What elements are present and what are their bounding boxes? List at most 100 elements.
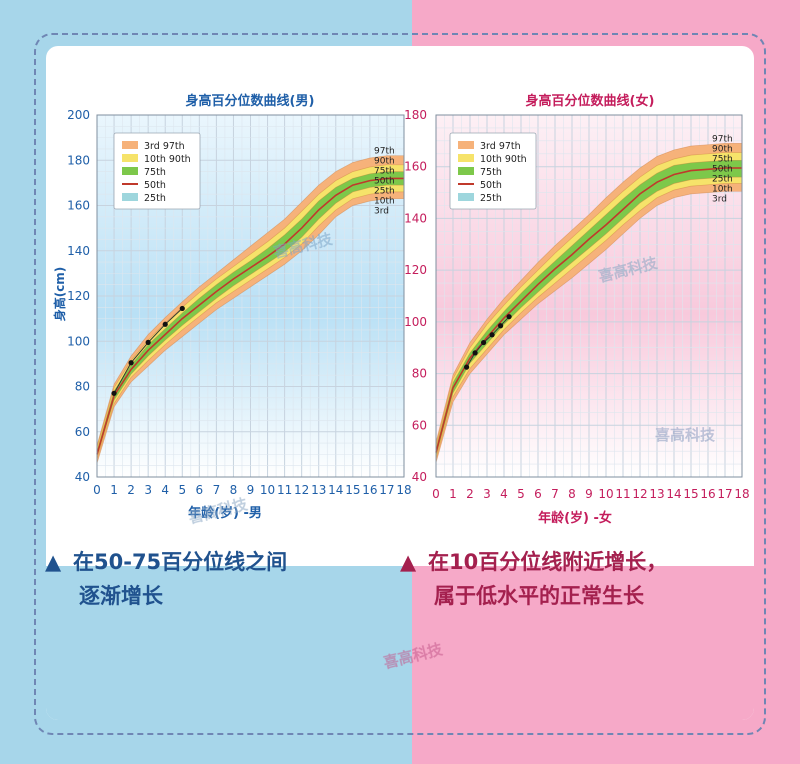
girl-percentile-lines	[435, 143, 742, 463]
legend-label: 10th 90th	[144, 154, 191, 165]
boy-caption: ▲ 在50-75百分位线之间 逐渐增长	[45, 545, 287, 613]
curve-90th	[435, 152, 742, 447]
percentile-label-10th: 10th	[374, 197, 395, 207]
y-tick-label: 160	[67, 199, 90, 213]
boy-chart-title: 身高百分位数曲线(男)	[186, 93, 315, 109]
curve-97th	[96, 155, 404, 446]
x-tick-label: 5	[178, 483, 186, 497]
percentile-label-90th: 90th	[374, 157, 395, 167]
percentile-label-97th: 97th	[374, 147, 395, 157]
legend-label: 10th 90th	[480, 154, 527, 165]
girl-y-ticks: 40 60 80 100 120 140 160 180	[404, 108, 427, 484]
y-tick-label: 80	[412, 367, 427, 381]
y-tick-label: 60	[75, 425, 90, 439]
percentile-label-97th: 97th	[712, 134, 733, 144]
y-tick-label: 40	[412, 470, 427, 484]
x-tick-label: 12	[632, 487, 647, 501]
triangle-bullet-icon: ▲	[45, 550, 62, 574]
x-tick-label: 18	[396, 483, 411, 497]
curve-50th	[96, 177, 404, 455]
y-tick-label: 160	[404, 160, 427, 174]
boy-x-ticks: 0 1 2 3 4 5 6 7 8 9 10 11 12 13 14 15 16 17 18	[93, 483, 411, 497]
measurement-point	[464, 364, 470, 370]
band-10th-90th	[436, 152, 742, 459]
legend-label: 50th	[144, 180, 166, 191]
legend-label: 3rd 97th	[480, 141, 521, 152]
boy-plot-border	[96, 114, 405, 478]
dashed-frame	[34, 33, 766, 735]
legend-swatch	[122, 193, 138, 201]
curve-97th	[435, 143, 742, 443]
measurement-point	[145, 339, 151, 345]
percentile-label-25th: 25th	[374, 187, 395, 197]
girl-plot-border	[435, 114, 743, 478]
x-tick-label: 12	[294, 483, 309, 497]
curve-25th	[96, 184, 404, 457]
x-tick-label: 9	[585, 487, 593, 501]
boy-y-axis-label: 身高(cm)	[52, 267, 67, 322]
measurement-point	[498, 323, 504, 329]
x-tick-label: 4	[161, 483, 169, 497]
boy-percentile-bands	[97, 155, 404, 464]
y-tick-label: 100	[404, 315, 427, 329]
girl-measurements	[464, 314, 512, 370]
measurement-point	[162, 321, 168, 327]
girl-legend: 3rd 97th 10th 90th 75th 50th 25th	[449, 132, 537, 210]
x-tick-label: 1	[449, 487, 457, 501]
curve-10th	[96, 191, 404, 460]
measurement-point	[128, 360, 134, 366]
x-tick-label: 10	[260, 483, 275, 497]
y-tick-label: 80	[75, 380, 90, 394]
girl-caption-line2: 属于低水平的正常生长	[434, 584, 644, 608]
percentile-label-50th: 50th	[374, 177, 395, 187]
percentile-label-10th: 10th	[712, 184, 733, 194]
x-tick-label: 15	[683, 487, 698, 501]
x-tick-label: 16	[700, 487, 715, 501]
percentile-label-3rd: 3rd	[712, 194, 727, 204]
percentile-label-25th: 25th	[712, 174, 733, 184]
curve-75th	[435, 159, 742, 449]
measurement-point	[481, 339, 487, 346]
percentile-label-75th: 75th	[712, 154, 733, 164]
legend-box	[449, 132, 537, 210]
legend-label: 25th	[480, 193, 502, 204]
x-tick-label: 2	[127, 483, 135, 497]
girl-caption: ▲ 在10百分位线附近增长， 属于低水平的正常生长	[400, 545, 667, 613]
legend-swatch	[458, 193, 474, 201]
legend-label: 75th	[480, 167, 502, 178]
y-tick-label: 120	[404, 263, 427, 277]
x-tick-label: 9	[247, 483, 255, 497]
y-tick-label: 200	[67, 108, 90, 122]
boy-measurements	[111, 305, 185, 396]
percentile-label-75th: 75th	[374, 167, 395, 177]
x-tick-label: 4	[500, 487, 508, 501]
legend-box	[113, 132, 201, 210]
x-tick-label: 16	[362, 483, 377, 497]
legend-swatch	[458, 141, 474, 149]
boy-caption-line2: 逐渐增长	[79, 584, 163, 608]
legend-label: 50th	[480, 180, 502, 191]
x-tick-label: 17	[717, 487, 732, 501]
girl-x-ticks: 0 1 2 3 4 5 6 7 8 9 10 11 12 13 14 15 16 17 18	[432, 487, 749, 501]
legend-swatch	[458, 154, 474, 162]
y-tick-label: 140	[404, 211, 427, 225]
x-tick-label: 14	[666, 487, 681, 501]
y-tick-label: 120	[67, 289, 90, 303]
y-tick-label: 180	[67, 153, 90, 167]
percentile-label-50th: 50th	[712, 164, 733, 174]
legend-swatch	[458, 167, 474, 175]
boy-legend: 3rd 97th 10th 90th 75th 50th 25th	[113, 132, 201, 210]
legend-label: 25th	[144, 193, 166, 204]
y-tick-label: 140	[67, 244, 90, 258]
right-caption-band	[412, 566, 754, 720]
measurement-point	[489, 332, 495, 338]
triangle-bullet-icon: ▲	[400, 550, 417, 574]
x-tick-label: 3	[483, 487, 491, 501]
girl-x-axis-label: 年龄(岁) -女	[538, 510, 612, 526]
percentile-label-3rd: 3rd	[374, 207, 389, 217]
x-tick-label: 6	[534, 487, 542, 501]
x-tick-label: 10	[598, 487, 613, 501]
